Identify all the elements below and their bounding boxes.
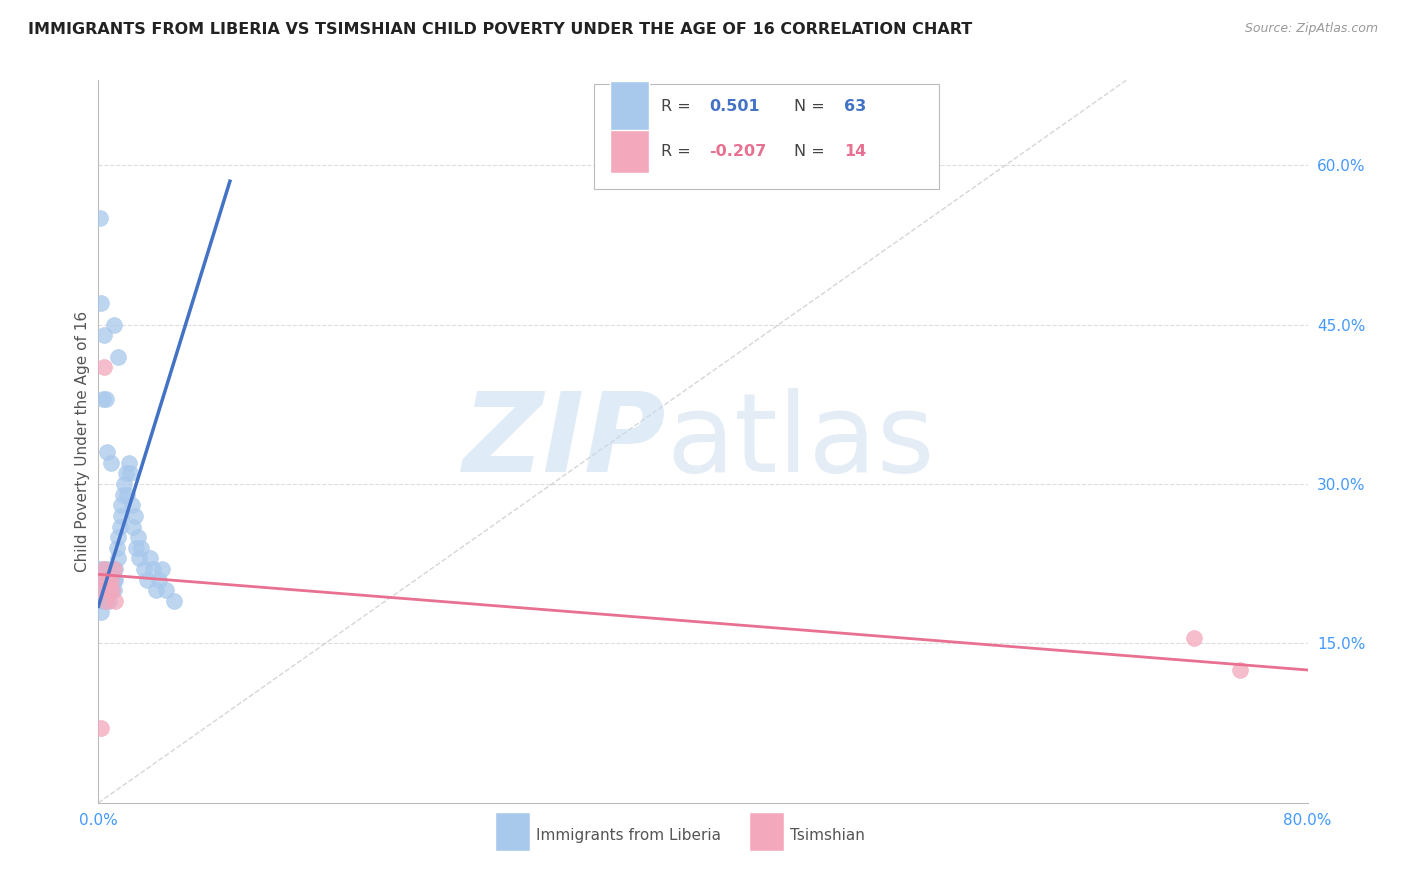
Point [124, 508, 146, 523]
Point [90, 594, 112, 608]
Text: Tsimshian: Tsimshian [790, 828, 865, 843]
Point [107, 551, 129, 566]
Point [104, 573, 127, 587]
Point [100, 573, 122, 587]
Text: atlas: atlas [666, 388, 935, 495]
Text: 14: 14 [845, 145, 866, 160]
FancyBboxPatch shape [610, 81, 648, 131]
Text: R =: R = [661, 145, 696, 160]
Point [132, 562, 155, 576]
Point [142, 562, 165, 576]
FancyBboxPatch shape [610, 130, 648, 173]
Point [89, 573, 111, 587]
Point [93, 562, 115, 576]
Point [155, 583, 177, 598]
Point [96, 562, 118, 576]
Point [148, 573, 170, 587]
Point [129, 541, 152, 555]
Point [105, 541, 128, 555]
Point [94, 583, 117, 598]
Point [100, 583, 122, 598]
FancyBboxPatch shape [495, 813, 530, 851]
Point [91, 573, 114, 587]
Text: IMMIGRANTS FROM LIBERIA VS TSIMSHIAN CHILD POVERTY UNDER THE AGE OF 16 CORRELATI: IMMIGRANTS FROM LIBERIA VS TSIMSHIAN CHI… [28, 22, 973, 37]
Point [101, 583, 124, 598]
Point [93, 328, 115, 343]
Point [120, 467, 142, 481]
Point [127, 530, 149, 544]
Point [135, 573, 157, 587]
Point [91, 594, 114, 608]
Point [100, 456, 122, 470]
Point [93, 562, 115, 576]
Point [122, 519, 145, 533]
Point [98, 583, 121, 598]
Point [96, 573, 118, 587]
Point [101, 583, 124, 598]
Point [150, 562, 173, 576]
Point [1182, 631, 1205, 645]
Point [91, 573, 114, 587]
Point [107, 350, 129, 364]
Point [104, 594, 127, 608]
Point [94, 573, 117, 587]
Point [96, 573, 118, 587]
Point [103, 573, 125, 587]
Point [107, 530, 129, 544]
Point [121, 498, 143, 512]
Point [104, 562, 127, 576]
Point [93, 360, 115, 375]
Text: -0.207: -0.207 [709, 145, 766, 160]
Text: 0.501: 0.501 [709, 99, 759, 113]
Point [96, 445, 118, 459]
Point [90, 722, 112, 736]
Point [103, 583, 125, 598]
Text: ZIP: ZIP [463, 388, 666, 495]
Point [108, 519, 131, 533]
Point [111, 488, 134, 502]
Point [91, 583, 114, 598]
FancyBboxPatch shape [595, 84, 939, 189]
Point [101, 562, 124, 576]
Text: Source: ZipAtlas.com: Source: ZipAtlas.com [1244, 22, 1378, 36]
Point [98, 594, 121, 608]
Text: N =: N = [793, 145, 830, 160]
Point [110, 498, 132, 512]
Point [103, 562, 125, 576]
Point [110, 508, 132, 523]
Point [145, 583, 167, 598]
Text: R =: R = [661, 99, 696, 113]
Point [100, 573, 122, 587]
Text: 63: 63 [845, 99, 866, 113]
Point [94, 594, 117, 608]
Point [90, 583, 112, 598]
Point [94, 594, 117, 608]
Point [98, 583, 121, 598]
Point [115, 488, 138, 502]
Point [90, 605, 112, 619]
Point [114, 467, 136, 481]
FancyBboxPatch shape [749, 813, 785, 851]
Point [112, 477, 135, 491]
Point [93, 583, 115, 598]
Point [90, 296, 112, 310]
Text: Immigrants from Liberia: Immigrants from Liberia [536, 828, 721, 843]
Point [128, 551, 150, 566]
Point [1229, 663, 1251, 677]
Point [103, 318, 125, 332]
Point [94, 392, 117, 406]
Point [89, 583, 111, 598]
Point [163, 594, 186, 608]
Point [139, 551, 162, 566]
Y-axis label: Child Poverty Under the Age of 16: Child Poverty Under the Age of 16 [75, 311, 90, 572]
Point [118, 456, 141, 470]
Point [89, 211, 111, 226]
Point [89, 583, 111, 598]
Point [91, 392, 114, 406]
Point [125, 541, 148, 555]
Point [89, 562, 111, 576]
Text: N =: N = [793, 99, 830, 113]
